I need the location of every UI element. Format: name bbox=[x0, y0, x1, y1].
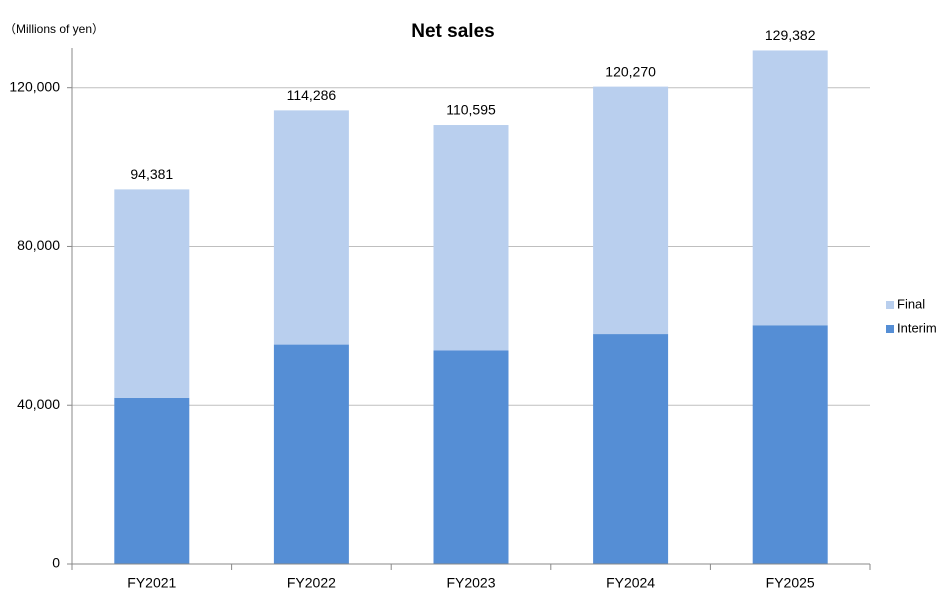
y-tick-label: 0 bbox=[52, 555, 60, 571]
x-tick-label: FY2023 bbox=[446, 575, 495, 591]
y-tick-label: 120,000 bbox=[9, 78, 60, 94]
bar-segment bbox=[593, 86, 669, 335]
x-tick-label: FY2024 bbox=[606, 575, 655, 591]
total-label: 129,382 bbox=[765, 27, 816, 43]
bar-segment bbox=[114, 189, 190, 398]
legend-label: Interim bbox=[897, 320, 937, 335]
y-axis-label: （Millions of yen） bbox=[4, 22, 104, 36]
bar-segment bbox=[433, 350, 509, 564]
chart-title: Net sales bbox=[411, 21, 494, 42]
y-tick-label: 40,000 bbox=[17, 396, 60, 412]
bar-segment bbox=[593, 334, 669, 564]
bar-segment bbox=[433, 125, 509, 351]
bar-segment bbox=[114, 397, 190, 564]
bar-segment bbox=[752, 50, 828, 326]
total-label: 120,270 bbox=[605, 63, 656, 79]
x-tick-label: FY2022 bbox=[287, 575, 336, 591]
legend-label: Final bbox=[897, 296, 925, 311]
x-tick-label: FY2021 bbox=[127, 575, 176, 591]
x-tick-label: FY2025 bbox=[766, 575, 815, 591]
y-tick-label: 80,000 bbox=[17, 237, 60, 253]
bar-segment bbox=[752, 325, 828, 564]
total-label: 94,381 bbox=[130, 166, 173, 182]
legend-swatch bbox=[886, 325, 894, 333]
bar-segment bbox=[273, 110, 349, 345]
total-label: 110,595 bbox=[446, 102, 496, 118]
total-label: 114,286 bbox=[287, 87, 337, 103]
legend-swatch bbox=[886, 301, 894, 309]
bar-segment bbox=[273, 344, 349, 564]
